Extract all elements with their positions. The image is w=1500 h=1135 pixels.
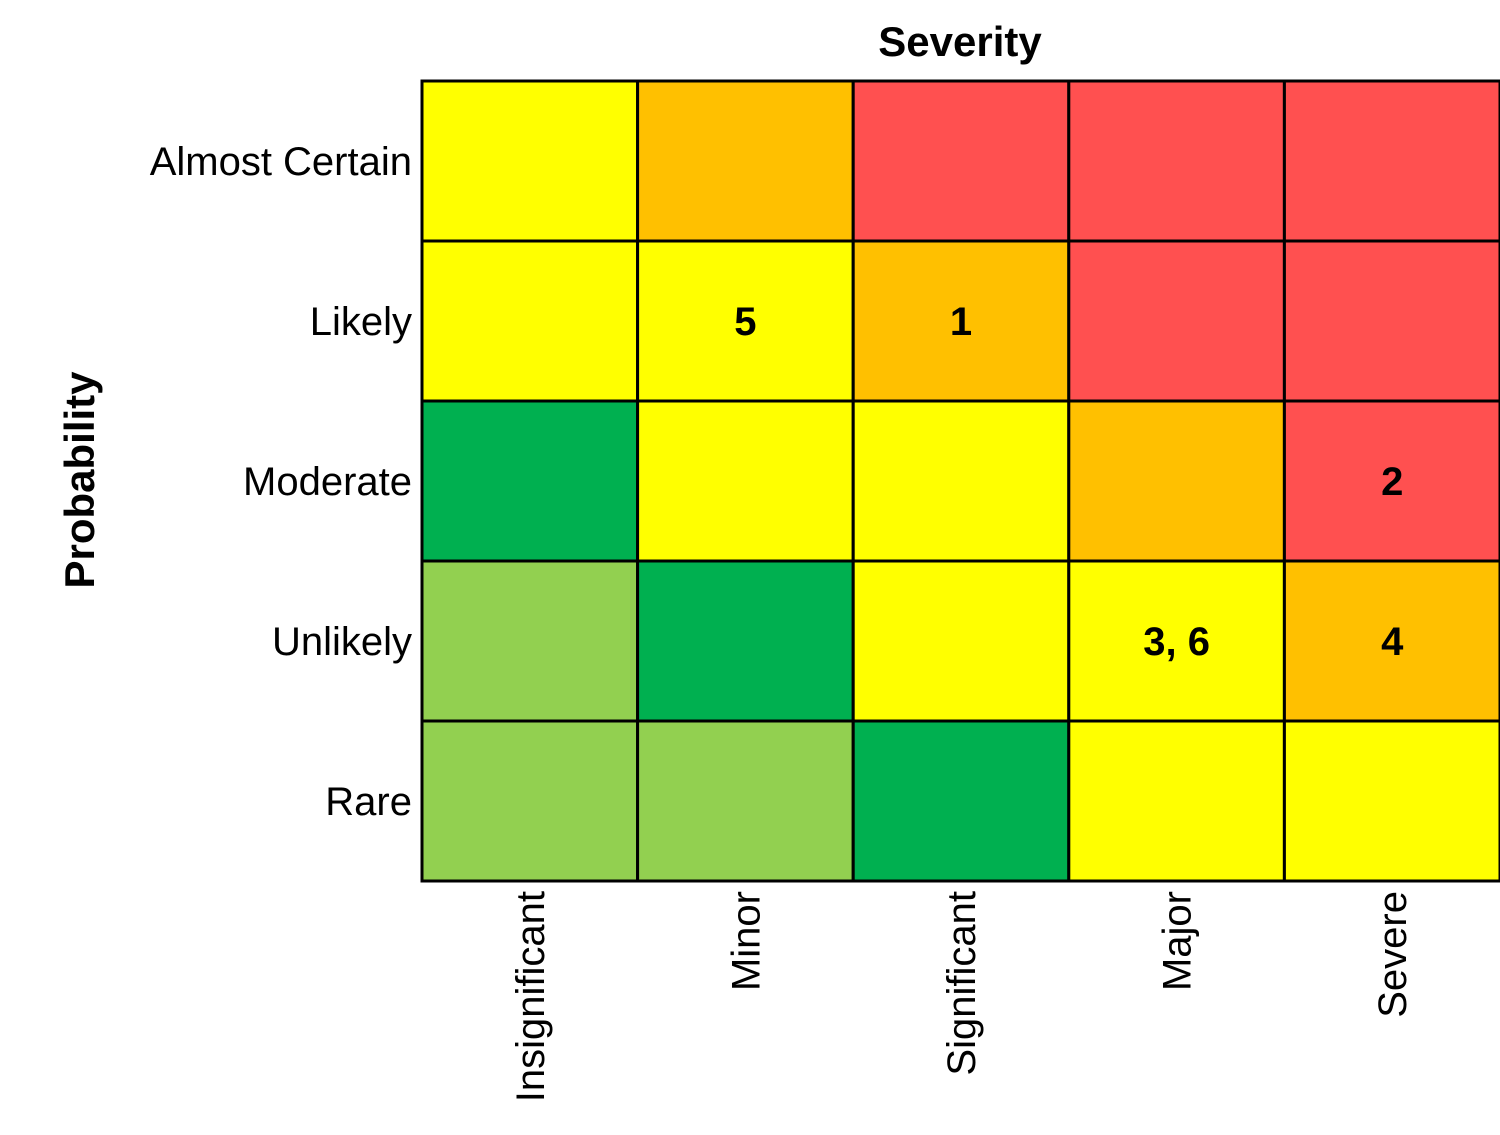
column-label-1: Minor <box>724 891 768 991</box>
matrix-border <box>420 79 1500 883</box>
cell-label-r1-c2: 1 <box>950 300 972 344</box>
cell-r0-c2 <box>851 79 1071 243</box>
cell-r3-c0 <box>420 559 640 723</box>
column-label-2: Significant <box>940 891 984 1076</box>
y-axis-title: Probability <box>56 371 103 589</box>
chart-title: Severity <box>878 18 1042 65</box>
matrix-cells <box>420 79 1500 883</box>
matrix-cell-labels: 5 1 2 3, 6 4 <box>734 300 1404 664</box>
row-label-0: Almost Certain <box>150 140 412 184</box>
cell-r1-c2 <box>851 239 1071 403</box>
cell-r0-c3 <box>1067 79 1286 243</box>
cell-r1-c3 <box>1067 239 1286 403</box>
cell-r4-c4 <box>1282 719 1500 883</box>
cell-label-r3-c3: 3, 6 <box>1143 620 1210 664</box>
column-label-3: Major <box>1156 891 1200 991</box>
column-label-4: Severe <box>1371 891 1415 1018</box>
cell-label-r1-c1: 5 <box>734 300 756 344</box>
column-label-0: Insignificant <box>509 891 553 1102</box>
cell-r2-c0 <box>420 399 640 563</box>
cell-r2-c2 <box>851 399 1071 563</box>
cell-r0-c1 <box>636 79 855 243</box>
cell-r3-c2 <box>851 559 1071 723</box>
cell-r3-c4 <box>1282 559 1500 723</box>
cell-r0-c4 <box>1282 79 1500 243</box>
row-label-4: Rare <box>325 780 412 824</box>
cell-r1-c1 <box>636 239 855 403</box>
row-label-1: Likely <box>310 300 412 344</box>
cell-r4-c3 <box>1067 719 1286 883</box>
cell-label-r2-c4: 2 <box>1381 460 1403 504</box>
cell-r2-c1 <box>636 399 855 563</box>
row-label-3: Unlikely <box>272 620 412 664</box>
cell-r4-c0 <box>420 719 640 883</box>
cell-r1-c0 <box>420 239 640 403</box>
cell-r3-c3 <box>1067 559 1286 723</box>
cell-r0-c0 <box>420 79 640 243</box>
cell-r4-c1 <box>636 719 855 883</box>
column-labels: Insignificant Minor Significant Major Severe <box>509 891 1415 1102</box>
cell-r1-c4 <box>1282 239 1500 403</box>
cell-r2-c3 <box>1067 399 1286 563</box>
cell-r3-c1 <box>636 559 855 723</box>
cell-label-r3-c4: 4 <box>1381 620 1404 664</box>
row-label-2: Moderate <box>243 460 412 504</box>
cell-r4-c2 <box>851 719 1071 883</box>
row-labels: Almost Certain Likely Moderate Unlikely Rare <box>150 140 412 824</box>
